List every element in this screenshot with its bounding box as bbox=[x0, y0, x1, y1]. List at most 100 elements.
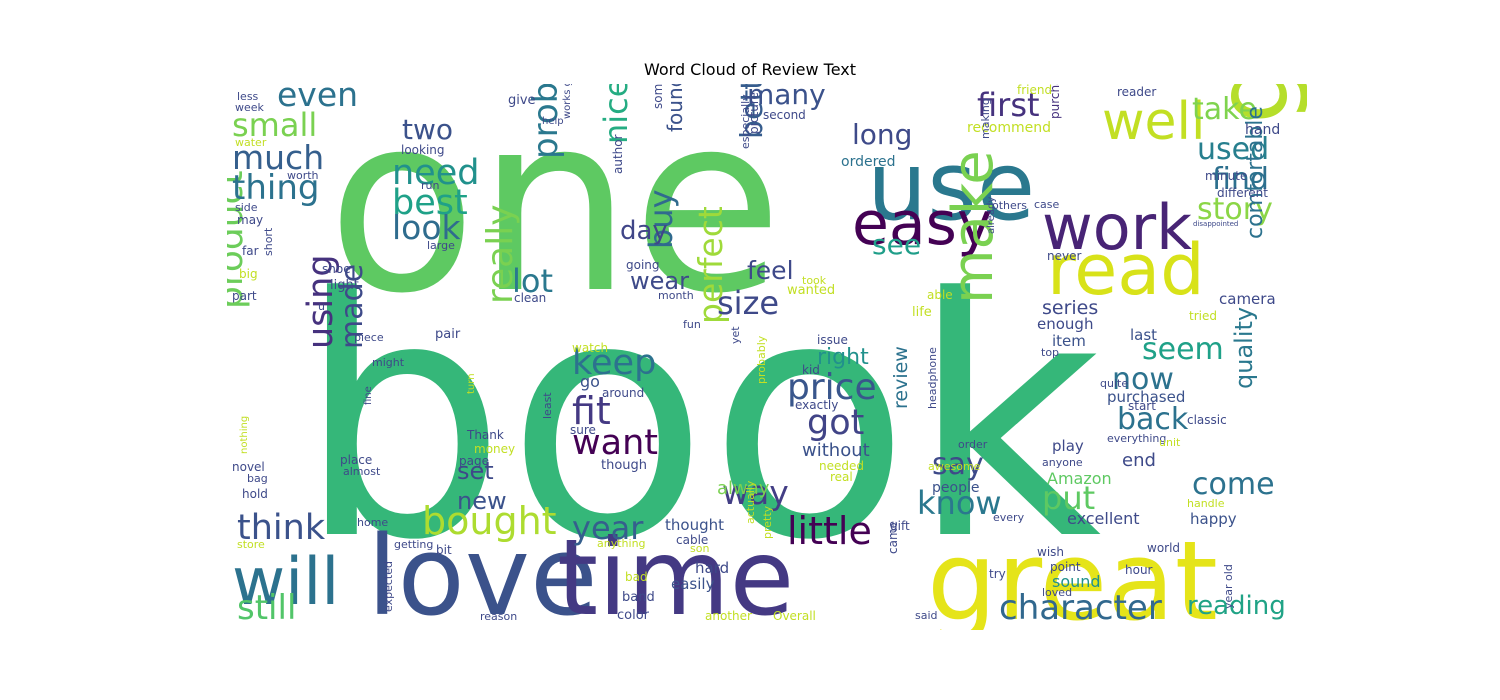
word-awesome: awesome bbox=[928, 460, 981, 473]
word-different: different bbox=[1217, 186, 1268, 200]
word-year-old: year old bbox=[1222, 564, 1235, 609]
word-size: size bbox=[717, 284, 779, 322]
word-help: help bbox=[542, 116, 564, 127]
word-around: around bbox=[602, 386, 644, 400]
word-go: go bbox=[580, 372, 600, 391]
word-use: use bbox=[867, 132, 1035, 242]
word-making: making bbox=[979, 98, 992, 139]
word-reading: reading bbox=[1187, 591, 1286, 621]
word-back: back bbox=[1117, 402, 1189, 437]
word-will: will bbox=[232, 545, 339, 620]
word-come: come bbox=[1192, 467, 1275, 502]
word-try: try bbox=[989, 567, 1006, 581]
word-without: without bbox=[802, 440, 870, 461]
word-issue: issue bbox=[817, 333, 848, 347]
word-well: well bbox=[1102, 92, 1205, 152]
word-pretty: pretty bbox=[761, 505, 774, 539]
word-everything: everything bbox=[1107, 432, 1166, 445]
word-actually: actually bbox=[744, 480, 757, 524]
word-happy: happy bbox=[1190, 510, 1237, 528]
word-order: order bbox=[958, 438, 988, 451]
word-home: home bbox=[357, 516, 388, 529]
word-much: much bbox=[232, 138, 324, 177]
word-month: month bbox=[658, 289, 694, 302]
word-especially: especially bbox=[739, 94, 752, 149]
word-recommend: recommend bbox=[967, 120, 1051, 136]
word-little: little bbox=[787, 509, 872, 553]
word-purchase: purchase bbox=[1048, 84, 1062, 119]
word-hard: hard bbox=[695, 559, 729, 577]
word-now: now bbox=[1112, 362, 1174, 397]
word-nothing: nothing bbox=[239, 416, 250, 454]
word-going: going bbox=[626, 258, 660, 272]
word-loved: loved bbox=[1042, 586, 1072, 599]
word-yet: yet bbox=[729, 326, 742, 344]
word-camera: camera bbox=[1219, 290, 1276, 308]
word-know: know bbox=[917, 484, 1002, 522]
word-hand: hand bbox=[1245, 122, 1280, 138]
word-another: another bbox=[705, 609, 752, 623]
word-point: point bbox=[1050, 560, 1081, 574]
word-better: better bbox=[735, 84, 770, 139]
word-small: small bbox=[232, 106, 317, 144]
word-anyone: anyone bbox=[1042, 456, 1083, 469]
word-perfect: perfect bbox=[691, 206, 730, 324]
word-said: said bbox=[915, 609, 938, 622]
word-product: product bbox=[227, 171, 251, 309]
word-thought: thought bbox=[665, 516, 724, 534]
word-take: take bbox=[1192, 92, 1257, 127]
word-case: case bbox=[1034, 198, 1060, 211]
word-play: play bbox=[1052, 437, 1084, 455]
word-lot: lot bbox=[512, 262, 553, 300]
word-though: though bbox=[601, 458, 647, 473]
word-fit: fit bbox=[572, 389, 611, 433]
word-right: right bbox=[817, 345, 869, 370]
word-watch: watch bbox=[572, 341, 608, 355]
word-many: many bbox=[747, 84, 826, 111]
word-almost: almost bbox=[343, 465, 381, 478]
word-week: week bbox=[235, 101, 265, 114]
word-wish: wish bbox=[1037, 545, 1064, 559]
word-easily: easily bbox=[671, 575, 715, 593]
word-able: able bbox=[927, 288, 953, 302]
word-exactly: exactly bbox=[795, 398, 838, 412]
word-sure: sure bbox=[570, 423, 596, 437]
word-time: time bbox=[557, 517, 794, 630]
word-make: make bbox=[941, 150, 1006, 304]
word-unit: unit bbox=[1159, 436, 1181, 449]
word-want: want bbox=[572, 423, 658, 463]
word-piece: piece bbox=[354, 331, 384, 344]
word-classic: classic bbox=[1187, 413, 1227, 427]
word-tried: tried bbox=[1189, 309, 1217, 323]
word-even: even bbox=[277, 84, 358, 114]
word-thing: thing bbox=[232, 168, 319, 208]
word-still: still bbox=[237, 588, 296, 628]
word-cable: cable bbox=[676, 533, 708, 547]
chart-title: Word Cloud of Review Text bbox=[643, 60, 857, 79]
word-took: took bbox=[802, 274, 827, 287]
word-quality: quality bbox=[1230, 307, 1258, 389]
word-needed: needed bbox=[819, 459, 864, 473]
word-reason: reason bbox=[480, 610, 517, 623]
word-something: something bbox=[651, 84, 665, 109]
word-gift: gift bbox=[890, 519, 910, 533]
word-really: really bbox=[480, 204, 521, 304]
word-place: place bbox=[340, 453, 372, 467]
word-amazon: Amazon bbox=[1047, 469, 1112, 488]
word-short: short bbox=[262, 227, 275, 256]
word-work: work bbox=[1042, 191, 1192, 264]
word-big: big bbox=[239, 267, 258, 281]
word-first: first bbox=[977, 86, 1040, 124]
word-cloud: bookonelovetimegreatgoodusereadwillworke… bbox=[227, 84, 1307, 630]
word-story: story bbox=[1197, 192, 1273, 227]
word-seem: seem bbox=[1142, 332, 1224, 367]
word-son: son bbox=[690, 542, 709, 555]
word-handle: handle bbox=[1187, 497, 1225, 510]
word-two: two bbox=[402, 113, 453, 146]
word-good: good bbox=[1194, 84, 1307, 124]
word-one: one bbox=[327, 84, 783, 347]
word-color: color bbox=[617, 608, 650, 623]
word-bought: bought bbox=[422, 499, 557, 543]
word-quite: quite bbox=[1100, 377, 1128, 390]
word-start: start bbox=[1128, 399, 1156, 413]
